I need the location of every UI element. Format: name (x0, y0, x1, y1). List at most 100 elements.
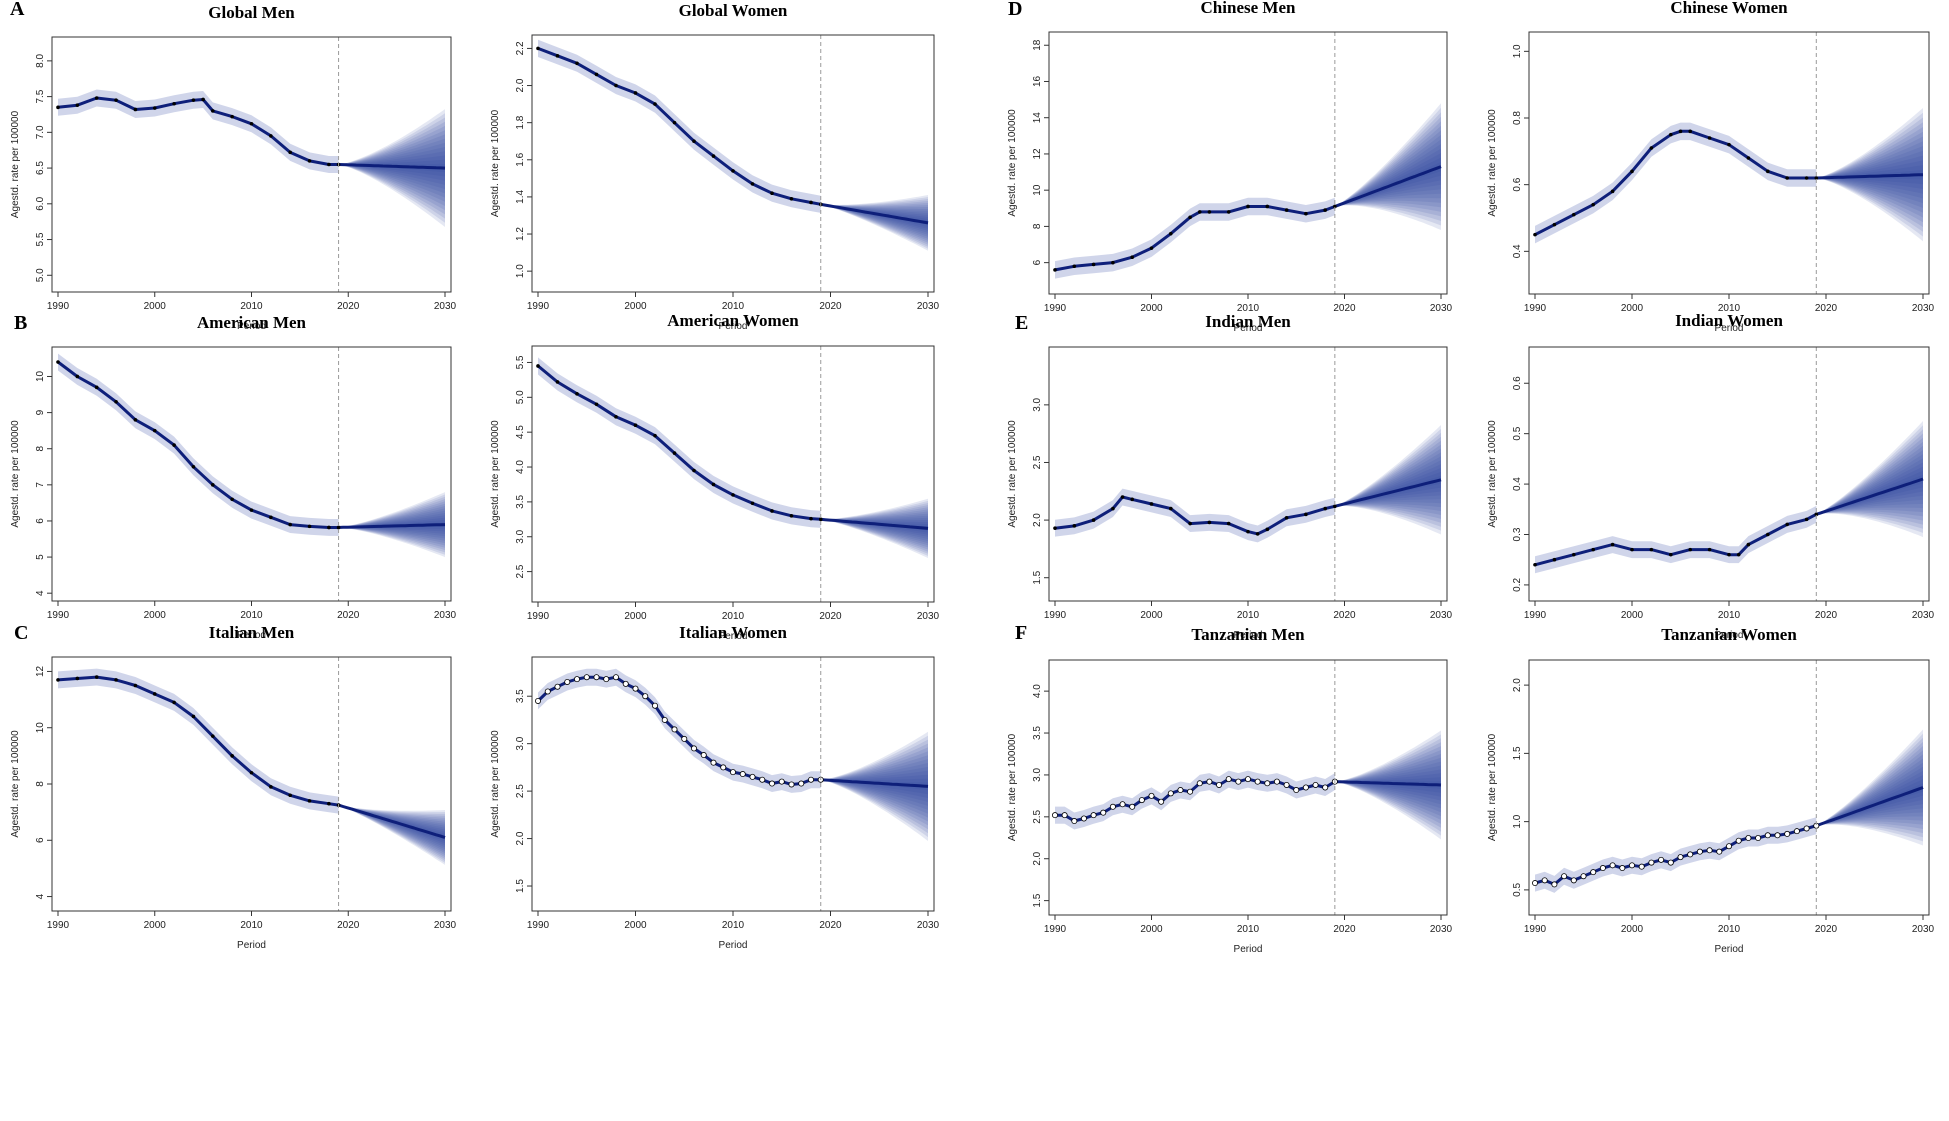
observed-point (1129, 803, 1136, 810)
x-tick-label: 1990 (1044, 303, 1067, 314)
forecast-band (1816, 165, 1923, 185)
forecast-band (338, 159, 445, 177)
observed-point (75, 676, 80, 681)
observed-point (1667, 859, 1674, 866)
forecast-band (1334, 471, 1441, 507)
forecast-band (820, 503, 928, 554)
x-tick-label: 2000 (624, 301, 647, 312)
observed-point (133, 107, 138, 112)
forecast-band (1816, 766, 1923, 826)
y-tick-label: 3.5 (515, 689, 526, 703)
observed-point (1283, 781, 1290, 788)
observed-point (1130, 497, 1134, 502)
observed-point (1138, 797, 1145, 804)
forecast-band (820, 763, 928, 810)
observed-point (1746, 542, 1751, 547)
observed-point (1533, 562, 1537, 567)
observed-point (152, 428, 157, 433)
y-tick-label: 0.3 (1512, 527, 1523, 541)
observed-point (1120, 495, 1125, 499)
y-tick-label: 6 (35, 837, 46, 843)
observed-point (152, 692, 157, 696)
forecast-band (820, 498, 928, 558)
y-tick-label: 4 (35, 893, 46, 899)
y-tick-label: 8 (1032, 223, 1043, 229)
panel-letter-f: F (1015, 622, 1028, 644)
observed-point (594, 402, 599, 407)
observed-point (1207, 520, 1212, 525)
y-tick-label: 4.5 (515, 425, 526, 439)
x-tick-label: 2030 (434, 610, 457, 621)
x-tick-label: 2020 (337, 610, 360, 621)
y-tick-label: 4 (35, 590, 46, 596)
observed-point (750, 501, 755, 506)
y-axis-label: Agestd. rate per 100000 (1487, 109, 1498, 217)
chart-panel-10: Italian Women 1990 2000 2010 2020 2030 1.5 2.0 2… (490, 623, 940, 951)
x-tick-label: 2010 (1718, 610, 1741, 621)
forecast-band (820, 731, 928, 841)
x-tick-label: 1990 (1524, 924, 1547, 935)
observed-point (1745, 835, 1752, 842)
observed-point (1196, 780, 1203, 787)
observed-point (594, 72, 599, 77)
x-tick-label: 1990 (47, 920, 70, 931)
observed-point (1803, 825, 1810, 832)
observed-point (739, 771, 746, 778)
x-axis-label: Period (1715, 630, 1744, 641)
fitted-line (57, 360, 446, 529)
observed-point (1707, 547, 1712, 552)
observed-point (633, 91, 638, 95)
forecast-band (338, 125, 445, 211)
forecast-band (820, 509, 928, 548)
observed-point (671, 726, 678, 733)
observed-point (808, 776, 815, 783)
y-tick-label: 3.5 (515, 494, 526, 508)
observed-point (1284, 208, 1289, 212)
observed-point (1091, 518, 1096, 522)
y-axis-label: Agestd. rate per 100000 (10, 110, 21, 218)
x-tick-label: 1990 (527, 301, 550, 312)
x-tick-label: 2030 (917, 611, 940, 622)
forecast-band (338, 117, 445, 219)
forecast-band (338, 805, 445, 863)
y-tick-label: 3.0 (1032, 768, 1043, 782)
x-tick-label: 2030 (1912, 924, 1935, 935)
x-tick-label: 1990 (1044, 610, 1067, 621)
observed-point (1148, 792, 1155, 799)
chart-panel-11: Tanzanian Men 1990 2000 2010 2020 2030 1.5 2.0 2… (1007, 625, 1453, 955)
forecast-band (1816, 146, 1923, 204)
forecast-band (820, 759, 928, 814)
observed-point (653, 102, 657, 106)
x-tick-label: 2000 (1140, 924, 1163, 935)
x-tick-label: 2020 (337, 301, 360, 312)
observed-point (614, 415, 618, 419)
forecast-band (1334, 130, 1441, 207)
observed-point (633, 423, 638, 428)
forecast-band (1334, 148, 1441, 207)
x-tick-label: 1990 (1044, 924, 1067, 935)
forecast-band (1334, 777, 1441, 793)
forecast-band (1816, 741, 1923, 834)
observed-point (1197, 210, 1202, 214)
x-tick-label: 1990 (1524, 610, 1547, 621)
observed-point (211, 483, 215, 487)
forecast-band (820, 739, 928, 834)
observed-point (1333, 504, 1337, 509)
observed-point (1072, 524, 1077, 528)
observed-point (1658, 856, 1665, 863)
observed-point (1609, 862, 1616, 869)
observed-point (1273, 778, 1280, 785)
y-tick-label: 4.0 (1032, 684, 1043, 698)
y-tick-label: 2.5 (1032, 455, 1043, 469)
y-tick-label: 6.5 (35, 161, 46, 175)
observed-point (554, 683, 561, 690)
forecast-band (1816, 458, 1923, 515)
forecast-band (338, 147, 445, 190)
observed-point (1735, 837, 1742, 844)
x-tick-label: 1990 (527, 920, 550, 931)
x-tick-label: 2030 (434, 301, 457, 312)
observed-point (653, 433, 657, 438)
forecast-band (338, 805, 445, 854)
observed-point (1532, 880, 1539, 887)
